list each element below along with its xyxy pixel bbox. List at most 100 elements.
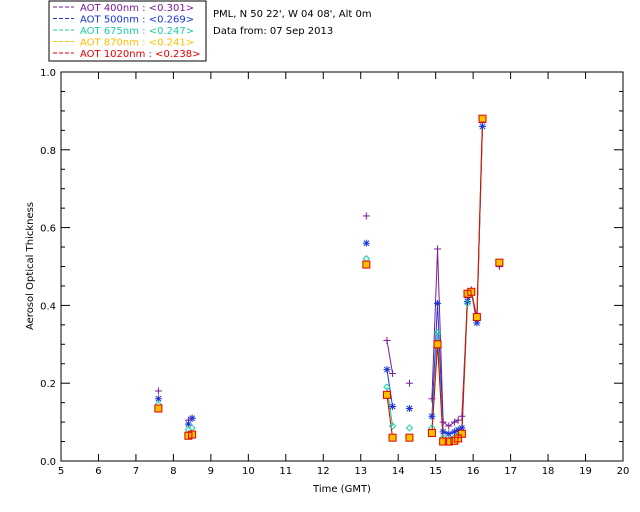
point-square <box>439 438 447 446</box>
x-tick-label: 18 <box>542 466 555 477</box>
series-marks <box>154 114 504 446</box>
date-info: Data from: 07 Sep 2013 <box>213 26 333 37</box>
point-star <box>383 366 391 374</box>
point-plus <box>405 379 413 387</box>
legend-label: AOT 400nm : <0.301> <box>80 3 194 14</box>
point-star <box>188 414 196 422</box>
point-diamond <box>433 328 442 337</box>
point-square <box>405 433 414 442</box>
series-line <box>386 340 394 374</box>
point-square <box>388 433 397 442</box>
point-square <box>362 260 371 269</box>
point-square <box>433 340 442 349</box>
point-diamond <box>388 422 397 430</box>
legend-label: AOT 500nm : <0.269> <box>80 15 194 26</box>
point-square <box>154 404 162 412</box>
legend-box <box>48 0 207 62</box>
y-tick-label: 0.8 <box>40 146 56 157</box>
point-square <box>473 313 481 321</box>
series-lines <box>386 118 483 443</box>
point-square <box>154 404 163 413</box>
point-square <box>428 429 436 437</box>
point-square <box>478 114 487 123</box>
point-square <box>479 115 486 123</box>
x-tick-label: 20 <box>617 466 630 477</box>
point-square <box>434 340 442 348</box>
point-star <box>389 403 397 411</box>
series-line <box>461 118 483 434</box>
x-tick-label: 9 <box>208 466 214 477</box>
point-star <box>428 412 436 420</box>
point-star <box>464 298 472 306</box>
x-tick-label: 12 <box>317 466 330 477</box>
point-square <box>445 438 453 446</box>
x-tick-label: 16 <box>467 466 480 477</box>
point-square <box>383 391 391 399</box>
legend-label: AOT 675nm : <0.247> <box>80 26 194 37</box>
y-tick-label: 0.2 <box>40 379 56 390</box>
point-star <box>445 430 453 438</box>
legend-entry: AOT 500nm : <0.269> <box>53 15 194 26</box>
x-tick-label: 7 <box>133 466 139 477</box>
series-line <box>386 369 394 407</box>
point-square <box>362 261 370 269</box>
series-line <box>461 126 483 428</box>
legend-entry: AOT 1020nm : <0.238> <box>53 49 200 60</box>
axes: 5 6 7 8 9 10 11 12 13 14 15 16 17 18 19 20 0.0 0.2 0.4 0.6 0… <box>40 68 629 477</box>
x-tick-label: 15 <box>429 466 442 477</box>
point-plus <box>428 395 436 403</box>
point-square <box>389 434 397 442</box>
x-tick-label: 10 <box>242 466 255 477</box>
legend-entry: AOT 400nm : <0.301> <box>53 3 194 14</box>
y-tick-label: 0.4 <box>40 301 56 312</box>
legend: AOT 400nm : <0.301>AOT 500nm : <0.269>AO… <box>48 0 207 62</box>
legend-label: AOT 1020nm : <0.238> <box>80 49 200 60</box>
point-plus <box>458 412 466 420</box>
point-diamond <box>463 299 472 308</box>
y-axis-label: Aerosol Optical Thickness <box>25 202 36 330</box>
x-tick-label: 14 <box>392 466 405 477</box>
point-plus <box>439 418 447 426</box>
point-plus <box>434 245 442 253</box>
series-line <box>461 118 483 434</box>
point-star <box>479 122 486 130</box>
x-axis-label: Time (GMT) <box>312 484 371 495</box>
point-square <box>467 287 476 296</box>
point-square <box>382 390 391 399</box>
point-plus <box>383 336 391 344</box>
series-line <box>386 394 394 438</box>
series-line <box>461 118 483 434</box>
point-plus <box>450 418 458 426</box>
point-star <box>405 404 413 412</box>
x-tick-label: 6 <box>95 466 101 477</box>
legend-entry: AOT 870nm : <0.241> <box>53 38 194 49</box>
point-square <box>188 430 197 439</box>
legend-label: AOT 870nm : <0.241> <box>80 38 194 49</box>
point-square <box>439 437 448 446</box>
point-square <box>405 434 413 442</box>
y-tick-label: 1.0 <box>40 68 56 79</box>
point-square <box>495 259 503 267</box>
point-plus <box>454 416 462 424</box>
point-plus <box>445 422 453 430</box>
point-diamond <box>383 383 391 391</box>
point-plus <box>154 387 162 395</box>
point-square <box>458 430 466 438</box>
x-tick-label: 8 <box>170 466 176 477</box>
point-square <box>495 258 504 267</box>
point-square <box>457 429 466 438</box>
point-square <box>472 313 481 322</box>
x-tick-label: 19 <box>579 466 592 477</box>
point-diamond <box>405 424 414 432</box>
x-tick-label: 13 <box>354 466 367 477</box>
y-tick-label: 0.6 <box>40 224 56 235</box>
x-tick-label: 17 <box>504 466 517 477</box>
point-plus <box>389 369 397 377</box>
plot-frame <box>60 71 624 462</box>
point-plus <box>362 212 370 220</box>
x-tick-label: 11 <box>279 466 292 477</box>
legend-entry: AOT 675nm : <0.247> <box>53 26 194 37</box>
point-square <box>444 437 453 446</box>
point-star <box>434 299 442 307</box>
